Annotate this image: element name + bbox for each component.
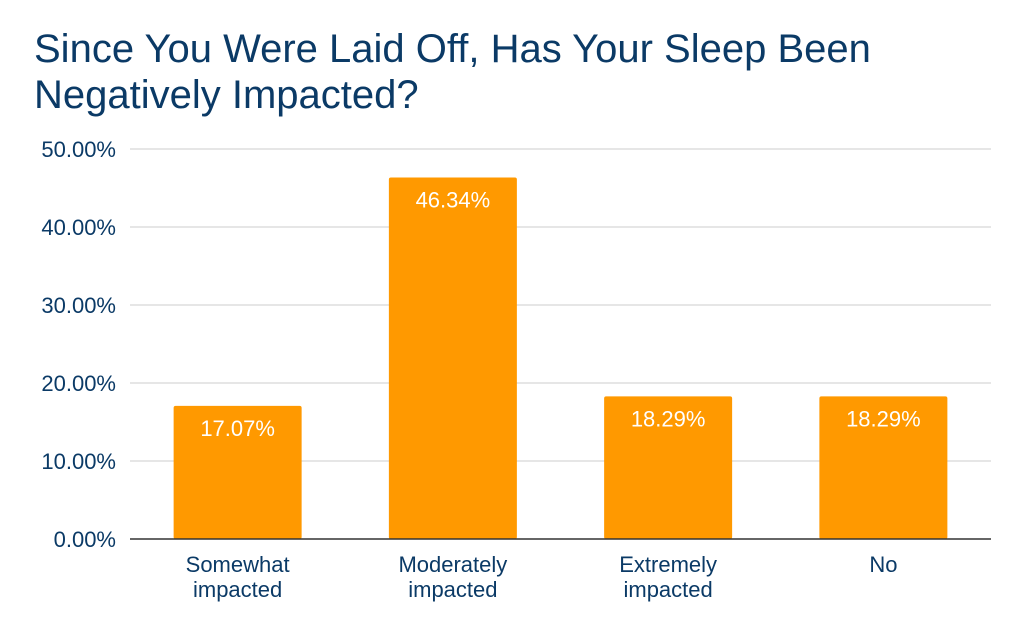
y-tick-label: 30.00%	[41, 293, 116, 318]
x-axis-category-labels: Somewhat impacted Moderately impacted Extrem…	[186, 552, 898, 602]
y-tick-label: 20.00%	[41, 371, 116, 396]
y-axis-tick-labels: 0.00% 10.00% 20.00% 30.00% 40.00% 50.00%	[41, 137, 116, 552]
bar	[819, 396, 948, 539]
y-tick-label: 10.00%	[41, 449, 116, 474]
y-tick-label: 50.00%	[41, 137, 116, 162]
x-category-label: No	[869, 552, 897, 577]
bar	[604, 396, 733, 539]
x-category-label: Moderately impacted	[398, 552, 507, 602]
bars	[173, 177, 948, 539]
y-tick-label: 40.00%	[41, 215, 116, 240]
y-tick-label: 0.00%	[54, 527, 116, 552]
bar	[173, 405, 302, 539]
x-category-label: Extremely impacted	[619, 552, 717, 602]
data-label: 46.34%	[416, 188, 491, 213]
chart-title: Since You Were Laid Off, Has Your Sleep …	[34, 27, 871, 117]
x-category-label: Somewhat impacted	[186, 552, 290, 602]
data-label: 18.29%	[631, 406, 706, 431]
bar	[388, 177, 517, 539]
data-label: 17.07%	[200, 416, 275, 441]
data-labels: 17.07% 46.34% 18.29% 18.29%	[200, 188, 920, 441]
data-label: 18.29%	[846, 406, 921, 431]
